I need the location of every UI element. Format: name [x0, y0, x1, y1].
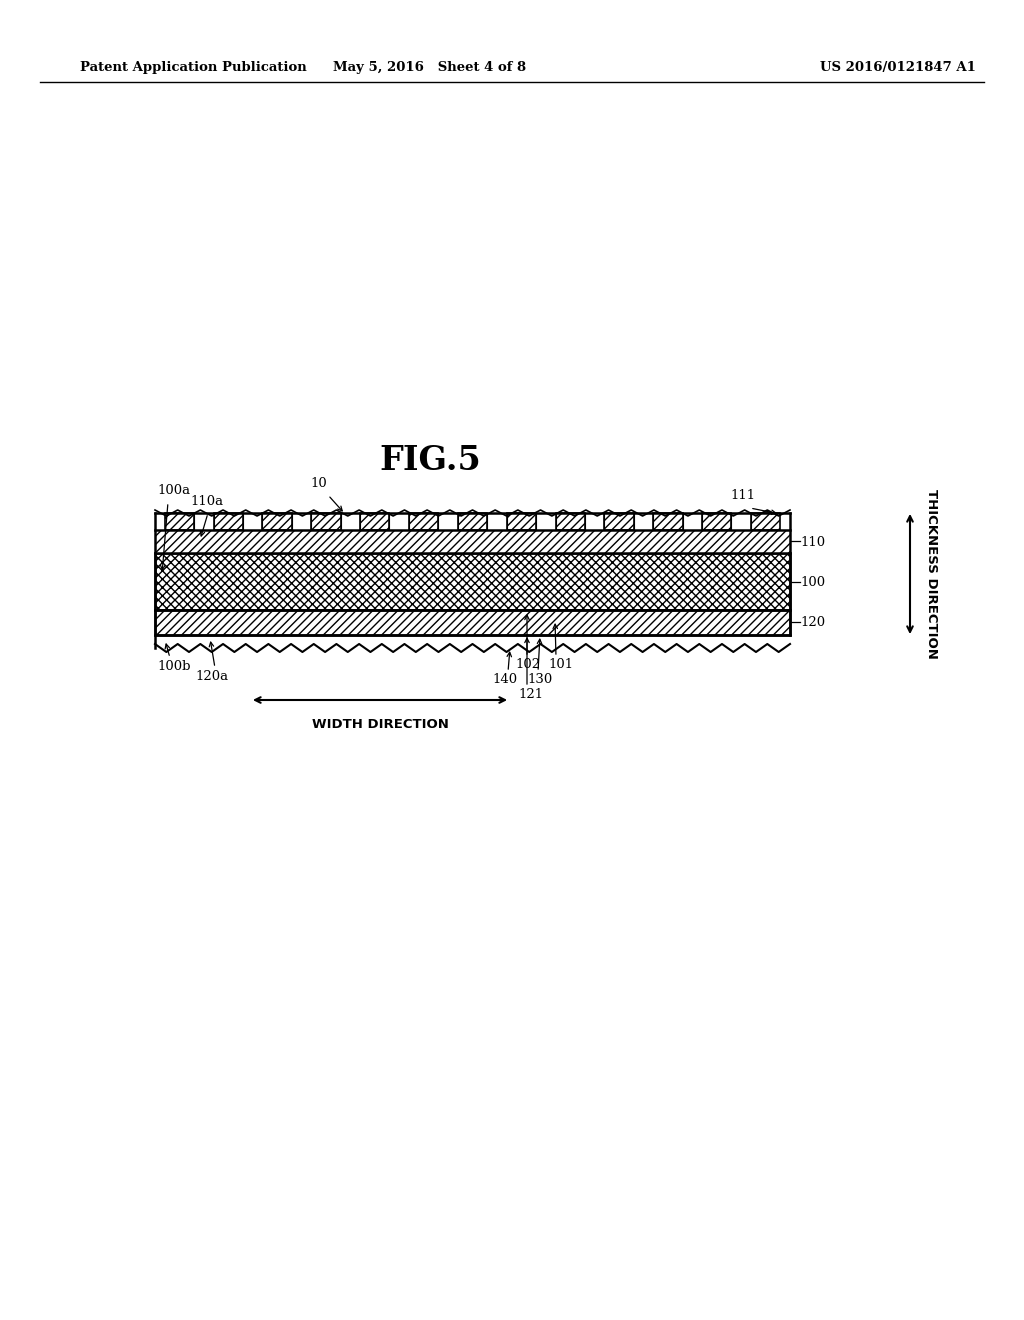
Text: 120a: 120a	[195, 671, 228, 682]
Text: May 5, 2016   Sheet 4 of 8: May 5, 2016 Sheet 4 of 8	[334, 62, 526, 74]
Bar	[360, 513, 389, 531]
Text: WIDTH DIRECTION: WIDTH DIRECTION	[311, 718, 449, 731]
Text: 100a: 100a	[157, 484, 190, 498]
Text: 110: 110	[800, 536, 825, 549]
Bar	[155, 553, 790, 610]
Bar	[155, 610, 790, 635]
Bar	[751, 513, 780, 531]
Text: 100b: 100b	[157, 660, 190, 673]
Bar	[165, 513, 195, 531]
Text: 102: 102	[515, 657, 540, 671]
Bar	[556, 513, 585, 531]
Text: FIG.5: FIG.5	[379, 444, 481, 477]
Bar	[653, 513, 683, 531]
Text: 121: 121	[518, 688, 543, 701]
Bar	[507, 513, 536, 531]
Bar	[214, 513, 243, 531]
Text: 111: 111	[730, 488, 755, 502]
Text: 10: 10	[310, 477, 327, 490]
Bar	[604, 513, 634, 531]
Bar	[458, 513, 487, 531]
Text: 130: 130	[527, 673, 552, 686]
Text: 110a: 110a	[190, 495, 223, 508]
Text: THICKNESS DIRECTION: THICKNESS DIRECTION	[926, 490, 939, 659]
Text: 120: 120	[800, 615, 825, 628]
Text: US 2016/0121847 A1: US 2016/0121847 A1	[820, 62, 976, 74]
Bar	[409, 513, 438, 531]
Text: Patent Application Publication: Patent Application Publication	[80, 62, 307, 74]
Text: 101: 101	[548, 657, 573, 671]
Text: 100: 100	[800, 576, 825, 589]
Bar	[311, 513, 341, 531]
Text: 140: 140	[492, 673, 517, 686]
Bar	[702, 513, 731, 531]
Bar	[155, 531, 790, 553]
Bar	[262, 513, 292, 531]
